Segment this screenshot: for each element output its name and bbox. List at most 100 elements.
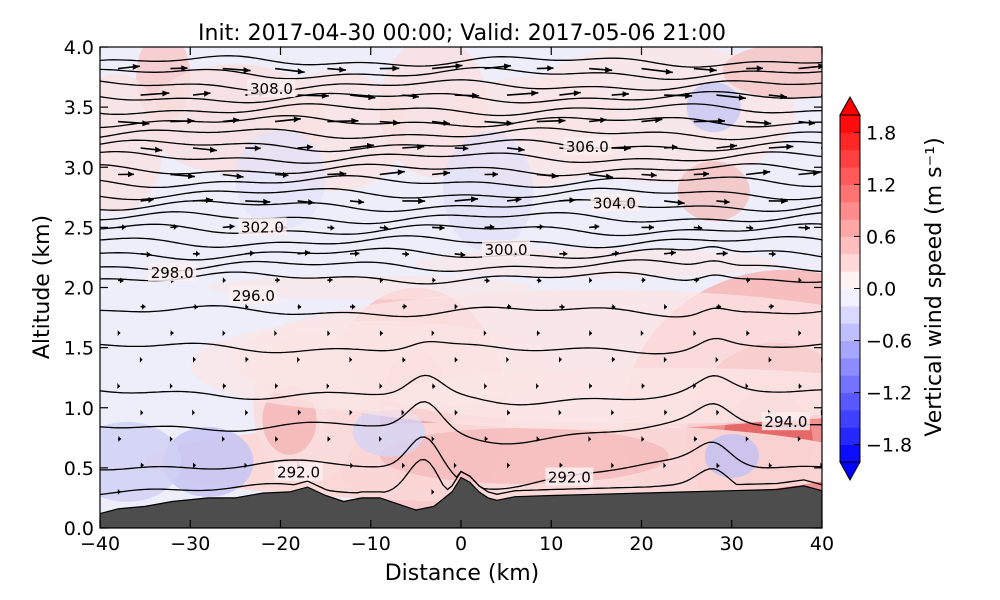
y-tick-label: 1.5 <box>64 338 94 360</box>
wind-vector-head <box>453 462 457 469</box>
wind-vector-head <box>222 277 226 284</box>
colorbar-segment <box>840 427 860 446</box>
wind-vector-head <box>188 173 195 179</box>
wind-vector-head <box>664 303 667 310</box>
isentrope-line <box>100 163 822 177</box>
contour-label: 292.0 <box>548 468 591 486</box>
isentrope-line <box>100 127 822 141</box>
wind-vector-head <box>663 462 666 469</box>
y-tick-label: 0.5 <box>64 458 94 480</box>
wind-vector-head <box>204 90 211 97</box>
contour-label: 302.0 <box>241 218 284 236</box>
contour-label: 308.0 <box>250 80 293 98</box>
wind-vector-head <box>431 330 435 337</box>
wind-vector-head <box>236 173 244 180</box>
contour-label-bg <box>247 79 296 98</box>
wind-vector-head <box>612 356 615 363</box>
wind-vector-head <box>770 303 774 310</box>
chart-title: Init: 2017-04-30 00:00; Valid: 2017-05-0… <box>198 21 726 46</box>
wind-vector-head <box>402 462 405 469</box>
isentrope-line <box>100 235 822 249</box>
colorbar-extend-bottom <box>839 461 861 482</box>
colorbar-segment <box>840 115 860 133</box>
x-tick-label: 40 <box>810 533 834 555</box>
wind-vector-head <box>454 303 458 310</box>
wind-shading-patch <box>722 47 822 100</box>
wind-vector-head <box>439 224 445 231</box>
y-tick-label: 4.0 <box>64 37 94 59</box>
wind-vector-head <box>432 383 436 390</box>
colorbar: 1.8 1.2 0.6 0.0 −0.6 −1.2 −1.8 <box>839 95 912 482</box>
contour-label: 292.0 <box>277 464 320 482</box>
wind-vector-head <box>223 383 226 390</box>
wind-vector-head <box>594 223 600 230</box>
wind-vector-head <box>561 303 565 310</box>
wind-vector-head <box>298 303 302 310</box>
wind-vector-head <box>431 488 434 495</box>
colorbar-segment <box>840 340 860 359</box>
wind-vector-head <box>181 65 188 72</box>
wind-vector-head <box>196 250 200 257</box>
wind-vector-head <box>715 356 719 363</box>
wind-vector-head <box>763 169 771 176</box>
y-tick-label: 3.5 <box>64 97 94 119</box>
wind-vector-head <box>293 116 301 123</box>
isentrope-line <box>100 55 822 68</box>
colorbar-segment <box>840 271 860 289</box>
isentrope-line <box>100 103 822 117</box>
wind-vector-head <box>192 409 195 416</box>
wind-vector-head <box>142 303 146 310</box>
wind-vector-head <box>703 171 710 178</box>
colorbar-segment <box>840 357 860 376</box>
wind-vector-head <box>245 356 249 363</box>
wind-vector-head <box>210 146 218 153</box>
wind-vector-head <box>507 462 510 469</box>
colorbar-tick-label: −1.8 <box>866 435 912 457</box>
wind-vector-head <box>677 199 685 206</box>
wind-vector-head <box>786 143 794 150</box>
x-tick-label: 20 <box>629 533 653 555</box>
colorbar-tick-label: −1.2 <box>866 383 912 405</box>
colorbar-segment <box>840 288 860 307</box>
wind-vector-head <box>170 330 174 337</box>
colorbar-segment <box>840 444 860 463</box>
wind-shading-patch <box>686 82 741 133</box>
wind-vector-head <box>402 356 406 363</box>
wind-vector-head <box>768 462 772 469</box>
wind-vector-head <box>622 91 629 98</box>
isentrope-line <box>100 79 822 93</box>
contour-label: 296.0 <box>232 287 275 305</box>
wind-vector-head <box>559 462 563 469</box>
wind-vector-head <box>307 144 313 151</box>
colorbar-segment <box>840 375 860 394</box>
contour-label-bg <box>761 412 810 431</box>
colorbar-segment <box>840 184 860 203</box>
isentrope-line <box>100 458 822 496</box>
colorbar-tick-label: −0.6 <box>866 331 912 353</box>
wind-vector-head <box>462 145 469 152</box>
wind-vector-head <box>326 383 330 390</box>
wind-vector-head <box>716 409 719 416</box>
contour-label: 306.0 <box>566 138 609 156</box>
wind-vector-head <box>641 383 645 390</box>
wind-vector-head <box>746 330 750 337</box>
wind-vector-head <box>797 436 801 443</box>
terrain-fill <box>100 476 822 528</box>
wind-vector-head <box>245 409 248 416</box>
wind-shading-patch <box>442 131 534 252</box>
contour-label-bg <box>274 462 323 481</box>
wind-vector-head <box>254 145 261 152</box>
wind-vector-head <box>274 330 277 337</box>
wind-vector-head <box>506 356 509 363</box>
wind-vector-head <box>454 409 458 416</box>
colorbar-segment <box>840 392 860 411</box>
wind-shading-patch <box>163 426 254 497</box>
isentrope-line <box>100 199 822 213</box>
wind-vector-head <box>538 277 542 284</box>
wind-vector-head <box>831 145 837 151</box>
wind-vector-head <box>140 409 144 416</box>
x-tick-label: 0 <box>455 533 467 555</box>
y-tick-label: 2.5 <box>64 217 94 239</box>
wind-vector-head <box>507 409 510 416</box>
wind-vector-head <box>722 250 728 257</box>
